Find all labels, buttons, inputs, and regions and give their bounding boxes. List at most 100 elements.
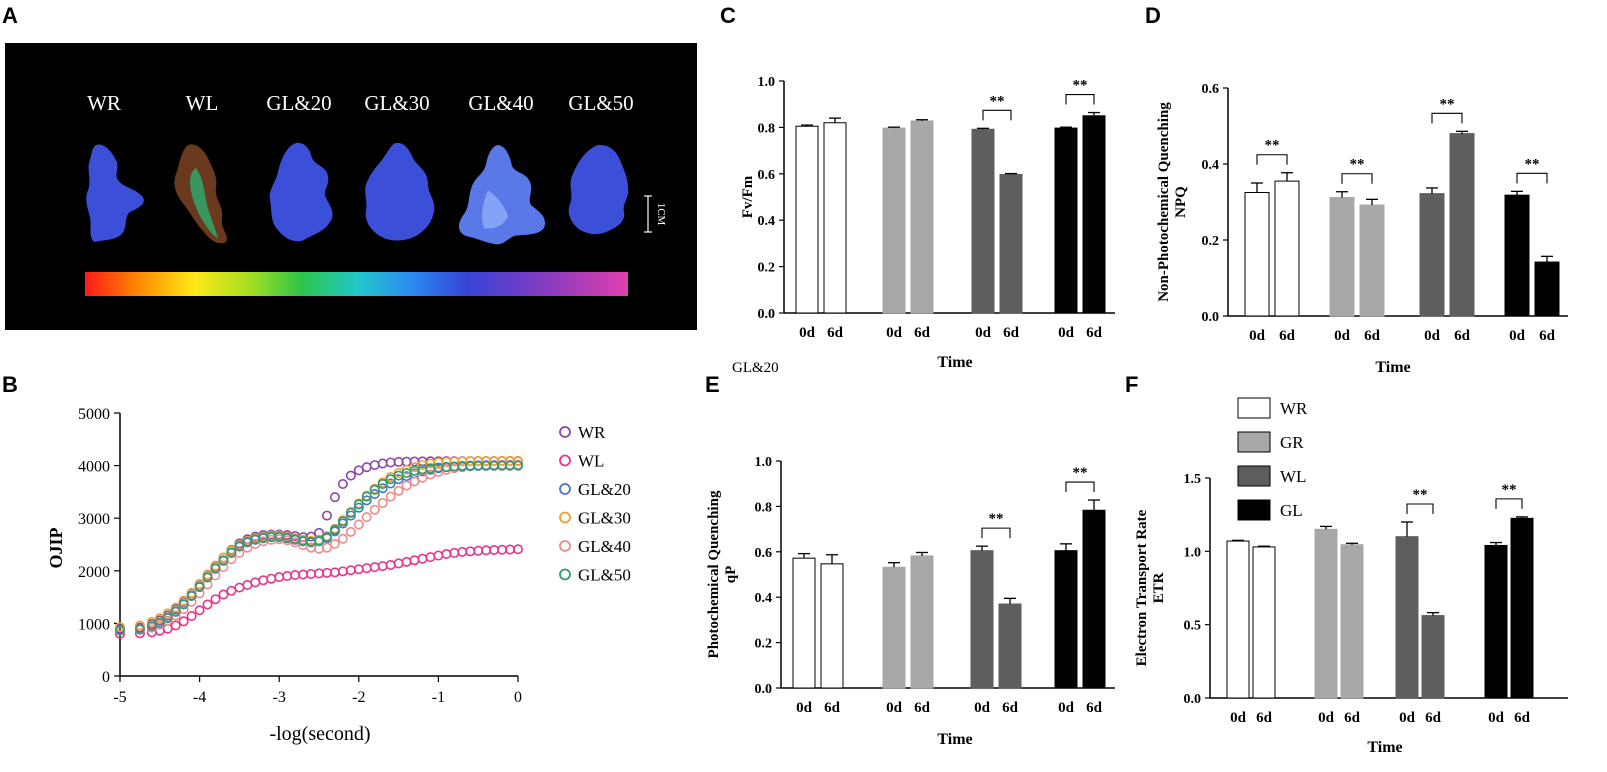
b-point-GL&50 xyxy=(178,598,189,609)
leaf-gl40-sheen xyxy=(481,190,508,229)
b-point-WL xyxy=(258,575,269,586)
x-axis-label: Time xyxy=(1375,359,1410,376)
significance-mark: ** xyxy=(1525,156,1540,172)
y-axis-label: Non-Photochemical Quenching xyxy=(1156,102,1172,302)
b-point-WR xyxy=(401,456,412,467)
sample-label-gl30: GL&30 xyxy=(364,91,429,115)
b-point-WL xyxy=(226,585,237,596)
b-point-WL xyxy=(282,571,293,582)
panel-f-legend: WR GR WL GL xyxy=(1237,397,1308,521)
panel-d-npq-chart: 0.0 0.2 0.4 0.6 0d 6d ** 0d 6d ** 0d 6d ** 0d 6d ** Time… xyxy=(1156,82,1568,376)
y-tick-label: 0.0 xyxy=(758,307,776,322)
panel-letter-d: D xyxy=(1145,3,1161,28)
b-legend-marker xyxy=(559,454,571,467)
b-y-tick-label: 5000 xyxy=(78,406,110,423)
b-point-GL&50 xyxy=(194,581,205,592)
b-legend-marker xyxy=(559,568,571,581)
y-tick-label: 0.8 xyxy=(755,500,773,515)
sample-label-wr: WR xyxy=(87,91,121,115)
b-point-WL xyxy=(250,577,261,588)
b-x-tick-label: -5 xyxy=(113,689,126,706)
b-point-GL&50 xyxy=(226,547,237,558)
bar-GL-6d xyxy=(1510,517,1534,699)
leaf-wl-green xyxy=(190,168,218,238)
colorbar xyxy=(85,272,628,296)
b-y-tick-label: 3000 xyxy=(78,511,110,528)
b-point-GL&40 xyxy=(409,476,420,487)
significance-mark: ** xyxy=(1073,78,1088,94)
b-point-GL&40 xyxy=(393,485,404,496)
b-point-GL&40 xyxy=(369,504,380,515)
significance-bracket xyxy=(1516,172,1548,184)
b-point-WL xyxy=(449,547,460,558)
x-tick-label: 6d xyxy=(1279,328,1296,344)
significance-bracket xyxy=(982,109,1012,121)
x-tick-label: 0d xyxy=(1058,325,1075,341)
b-point-GL&50 xyxy=(162,612,173,623)
b-x-tick-label: -2 xyxy=(352,689,365,706)
y-tick-label: 0.5 xyxy=(1184,619,1202,634)
x-axis-label: Time xyxy=(937,354,972,371)
y-tick-label: 0.8 xyxy=(758,121,776,136)
x-tick-label: 0d xyxy=(974,700,991,716)
b-point-WL xyxy=(266,573,277,584)
b-point-WL xyxy=(425,552,436,563)
bar-GL-6d xyxy=(1534,261,1560,317)
scale-label: 1CM xyxy=(655,203,667,226)
bar-GR-6d xyxy=(1359,204,1385,317)
b-point-GL&40 xyxy=(401,480,412,491)
y-axis-label: Electron Transport Rate xyxy=(1134,509,1150,666)
bar-WL-6d xyxy=(999,173,1023,314)
bar-WR-6d xyxy=(823,122,847,314)
sample-label-wl: WL xyxy=(186,91,219,115)
panel-c-fvfm-chart: 0.0 0.2 0.4 0.6 0.8 1.0 0d 6d 0d 6d 0d 6d ** 0d 6d ** Ti… xyxy=(740,75,1115,371)
bar-GR-0d xyxy=(882,127,906,314)
b-point-GL&50 xyxy=(369,484,380,495)
significance-bracket xyxy=(981,527,1011,539)
y-tick-label: 0.0 xyxy=(1202,310,1220,325)
leaf-wr xyxy=(86,144,144,242)
b-legend-marker xyxy=(559,483,571,495)
b-point-GL&50 xyxy=(202,572,213,583)
b-point-WL xyxy=(218,589,229,600)
b-point-WL xyxy=(170,620,181,631)
bar-WR-0d xyxy=(792,557,816,689)
b-point-WL xyxy=(329,567,340,578)
f-legend-label-GL: GL xyxy=(1280,501,1303,520)
x-tick-label: 6d xyxy=(824,700,841,716)
leaf-gl40 xyxy=(459,145,546,245)
b-point-WL xyxy=(497,544,508,555)
bar-WR-0d xyxy=(1226,540,1250,699)
bar-WR-0d xyxy=(1244,192,1270,317)
panel-e-qp-chart: 0.0 0.2 0.4 0.6 0.8 1.0 0d 6d 0d 6d 0d 6d ** 0d 6d ** Ti… xyxy=(706,455,1115,748)
y-tick-label: 1.0 xyxy=(1184,545,1202,560)
b-point-GL&30 xyxy=(115,622,126,633)
panel-letter-c: C xyxy=(720,3,736,28)
bar-GR-0d xyxy=(1329,196,1355,317)
significance-bracket xyxy=(1341,173,1373,184)
significance-bracket xyxy=(1065,94,1095,105)
leaf-gl30 xyxy=(365,142,435,241)
b-point-WL xyxy=(274,572,285,583)
x-tick-label: 6d xyxy=(1514,710,1531,726)
b-point-GL&50 xyxy=(210,563,221,574)
x-tick-label: 0d xyxy=(1230,710,1247,726)
x-tick-label: 6d xyxy=(1539,328,1556,344)
bar-WL-0d xyxy=(971,128,995,314)
y-tick-label: 0.0 xyxy=(1184,692,1202,707)
x-tick-label: 0d xyxy=(975,325,992,341)
y-tick-label: 0.0 xyxy=(755,682,773,697)
b-point-GL&50 xyxy=(345,507,356,518)
b-point-GL&50 xyxy=(134,624,145,635)
y-tick-label: 0.6 xyxy=(758,168,776,183)
b-legend-label: GL&40 xyxy=(578,537,631,556)
b-x-tick-label: -1 xyxy=(432,689,445,706)
b-point-WL xyxy=(457,546,468,557)
b-point-GL&50 xyxy=(146,621,157,632)
sample-label-gl50: GL&50 xyxy=(568,91,633,115)
b-y-tick-label: 0 xyxy=(102,669,110,686)
y-axis-label: Fv/Fm xyxy=(740,175,756,218)
b-point-WL xyxy=(337,566,348,577)
b-point-GL&50 xyxy=(321,532,332,543)
